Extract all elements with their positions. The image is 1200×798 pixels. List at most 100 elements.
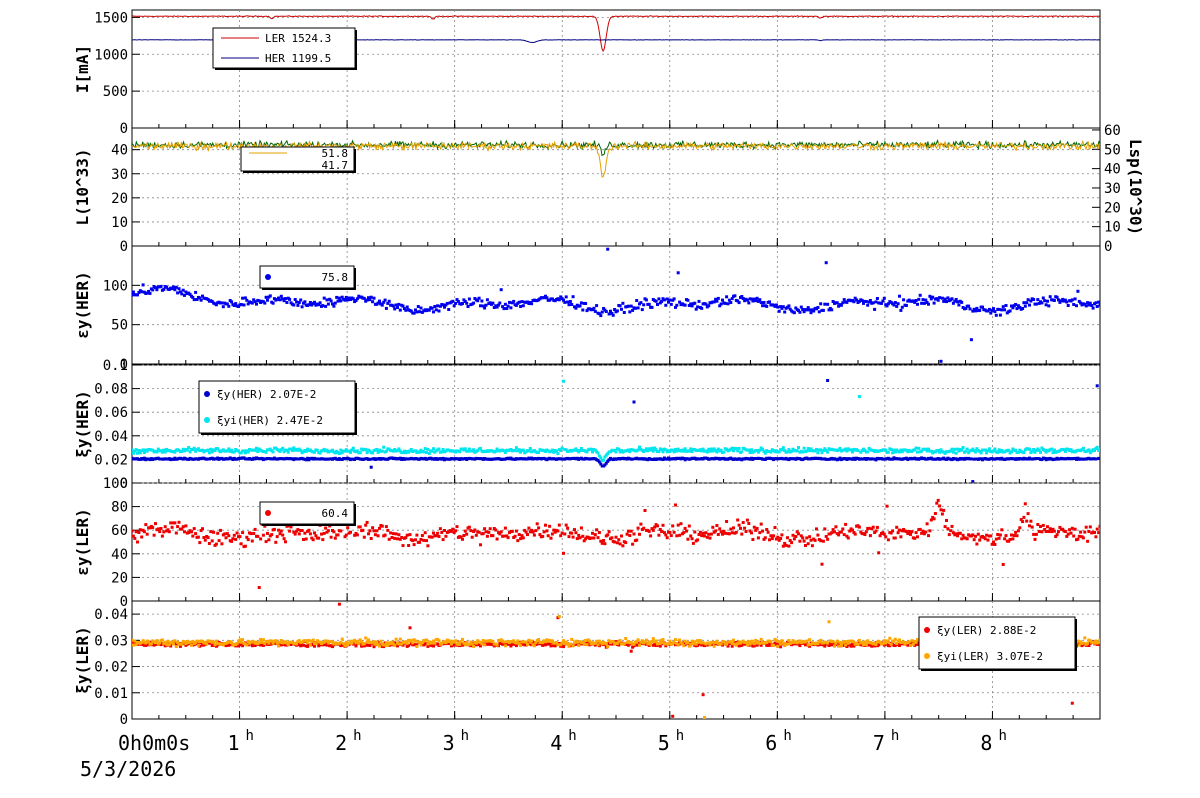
data-point bbox=[597, 460, 601, 464]
data-point bbox=[132, 451, 135, 455]
data-point bbox=[837, 304, 841, 308]
data-point bbox=[607, 530, 611, 534]
data-point bbox=[239, 542, 243, 546]
data-point bbox=[1000, 308, 1004, 312]
data-point bbox=[418, 540, 422, 544]
data-point bbox=[365, 520, 369, 524]
data-point bbox=[358, 638, 362, 642]
data-point bbox=[664, 644, 668, 648]
data-point bbox=[824, 535, 828, 538]
y-axis-title: εy(HER) bbox=[73, 271, 92, 338]
data-point bbox=[712, 447, 716, 451]
data-point bbox=[253, 527, 257, 531]
data-point bbox=[823, 644, 827, 648]
data-point bbox=[815, 447, 818, 451]
data-point bbox=[415, 310, 419, 314]
data-point bbox=[953, 447, 957, 451]
data-point bbox=[255, 302, 258, 306]
data-point bbox=[1070, 701, 1074, 705]
data-point bbox=[780, 306, 784, 310]
data-point bbox=[196, 535, 200, 539]
data-point bbox=[898, 450, 901, 454]
data-point bbox=[391, 532, 395, 536]
data-point bbox=[465, 532, 469, 536]
data-point bbox=[668, 639, 672, 643]
legend-marker bbox=[265, 274, 271, 280]
data-point bbox=[537, 638, 541, 641]
data-point bbox=[314, 642, 318, 646]
data-point bbox=[380, 449, 384, 453]
data-point bbox=[957, 303, 961, 307]
data-point bbox=[620, 534, 623, 538]
data-point bbox=[508, 300, 511, 304]
data-point bbox=[452, 531, 456, 535]
data-point bbox=[210, 539, 214, 543]
data-point bbox=[693, 301, 697, 305]
data-point bbox=[253, 300, 257, 304]
y-tick-label: 50 bbox=[111, 318, 128, 334]
data-point bbox=[270, 639, 274, 643]
data-point bbox=[762, 450, 766, 453]
data-point bbox=[1098, 524, 1100, 528]
data-point bbox=[440, 531, 444, 534]
data-point bbox=[1081, 446, 1085, 450]
data-point bbox=[653, 642, 657, 646]
data-point bbox=[382, 300, 386, 304]
data-point bbox=[712, 300, 716, 304]
data-point bbox=[250, 539, 254, 543]
data-point bbox=[737, 447, 741, 450]
data-point bbox=[842, 533, 846, 537]
data-point bbox=[755, 296, 759, 300]
data-point bbox=[404, 308, 408, 312]
data-point bbox=[365, 451, 369, 455]
data-point bbox=[257, 586, 261, 589]
data-point bbox=[662, 531, 666, 535]
data-point bbox=[1061, 527, 1065, 531]
data-point bbox=[736, 642, 740, 646]
data-point bbox=[479, 446, 482, 450]
data-point bbox=[667, 642, 670, 645]
data-point bbox=[1095, 305, 1099, 308]
time-tick-label: 7 bbox=[873, 731, 885, 755]
data-point bbox=[889, 531, 893, 535]
legend: 60.4 bbox=[259, 501, 356, 526]
data-point bbox=[573, 641, 576, 645]
data-point bbox=[786, 536, 789, 540]
data-point bbox=[1093, 449, 1096, 453]
data-point bbox=[725, 520, 729, 523]
data-point bbox=[914, 640, 918, 644]
data-point bbox=[1033, 450, 1037, 454]
data-point bbox=[271, 301, 275, 305]
data-point bbox=[701, 693, 705, 697]
data-point bbox=[1039, 525, 1042, 528]
data-point bbox=[752, 644, 756, 648]
data-point bbox=[725, 295, 729, 299]
data-point bbox=[418, 450, 422, 454]
data-point bbox=[747, 448, 751, 452]
data-point bbox=[1052, 448, 1056, 452]
data-point bbox=[454, 529, 458, 533]
data-point bbox=[664, 533, 668, 537]
data-point bbox=[467, 525, 471, 529]
data-point bbox=[306, 644, 310, 648]
data-point bbox=[676, 523, 680, 527]
data-point bbox=[927, 534, 930, 538]
data-point bbox=[1055, 533, 1059, 537]
data-point bbox=[805, 449, 809, 453]
data-point bbox=[971, 309, 975, 313]
data-point bbox=[552, 528, 556, 532]
data-point bbox=[526, 642, 529, 646]
data-point bbox=[787, 448, 791, 452]
time-tick-label: 1 bbox=[228, 731, 240, 755]
data-point bbox=[727, 298, 731, 302]
data-point bbox=[671, 714, 675, 718]
data-point bbox=[1032, 298, 1036, 301]
data-point bbox=[202, 536, 206, 539]
data-point bbox=[325, 639, 329, 643]
data-point bbox=[777, 450, 781, 454]
data-point bbox=[798, 644, 802, 648]
data-point bbox=[321, 538, 325, 542]
data-point bbox=[837, 644, 841, 648]
data-point bbox=[494, 528, 498, 532]
data-point bbox=[837, 533, 841, 537]
